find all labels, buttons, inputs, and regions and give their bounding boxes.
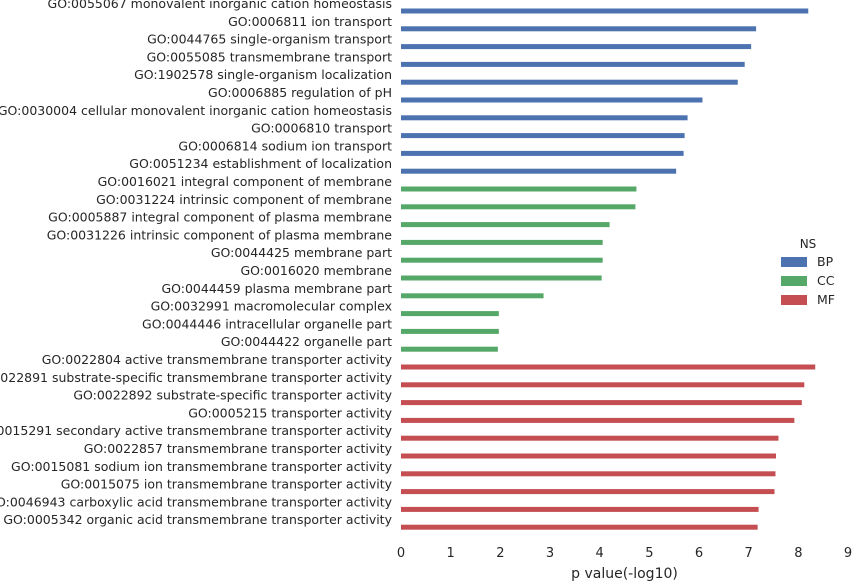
category-label-12: GO:0031224 intrinsic component of membra… xyxy=(96,192,392,207)
x-tick-label-6: 6 xyxy=(695,546,703,561)
x-axis-ticks: 0 1 2 3 4 5 6 7 8 9 xyxy=(397,546,852,561)
category-label-9: GO:0006814 sodium ion transport xyxy=(178,138,392,153)
bar-cc-11 xyxy=(401,186,637,192)
x-tick-label-9: 9 xyxy=(844,546,852,561)
legend-swatch-cc xyxy=(781,276,807,286)
x-tick-label-2: 2 xyxy=(496,546,504,561)
x-tick-label-1: 1 xyxy=(447,546,455,561)
category-label-27: GO:0015081 sodium ion transmembrane tran… xyxy=(11,459,393,474)
category-label-3: GO:0044765 single-organism transport xyxy=(147,32,392,47)
category-label-25: GO:0015291 secondary active transmembran… xyxy=(0,423,393,438)
bar-cc-17 xyxy=(401,293,544,299)
category-label-23: GO:0022892 substrate-specific transporte… xyxy=(73,388,392,403)
category-label-5: GO:1902578 single-organism localization xyxy=(134,67,392,82)
x-tick-label-7: 7 xyxy=(745,546,753,561)
category-label-19: GO:0044446 intracellular organelle part xyxy=(142,316,392,331)
bar-cc-18 xyxy=(401,311,499,317)
legend-swatch-bp xyxy=(781,257,807,267)
bars-layer xyxy=(401,8,816,530)
x-axis-title: p value(-log10) xyxy=(571,566,678,582)
x-tick-label-8: 8 xyxy=(794,546,802,561)
category-label-8: GO:0006810 transport xyxy=(251,121,392,136)
category-label-6: GO:0006885 regulation of pH xyxy=(208,85,392,100)
category-label-18: GO:0032991 macromolecular complex xyxy=(151,299,392,314)
legend-title: NS xyxy=(800,237,817,251)
category-label-28: GO:0015075 ion transmembrane transporter… xyxy=(61,477,393,492)
category-label-15: GO:0044425 membrane part xyxy=(211,245,392,260)
bar-cc-20 xyxy=(401,346,498,352)
bar-mf-30 xyxy=(401,524,758,530)
category-label-20: GO:0044422 organelle part xyxy=(221,334,392,349)
bar-bp-2 xyxy=(401,26,757,32)
bar-mf-25 xyxy=(401,435,779,441)
bar-mf-24 xyxy=(401,417,795,423)
bar-mf-26 xyxy=(401,453,776,459)
category-label-17: GO:0044459 plasma membrane part xyxy=(161,281,392,296)
bar-bp-10 xyxy=(401,168,677,174)
bar-bp-7 xyxy=(401,115,688,121)
bar-cc-14 xyxy=(401,239,603,245)
bar-mf-23 xyxy=(401,400,802,406)
category-label-10: GO:0051234 establishment of localization xyxy=(129,156,392,171)
category-label-22: GO:0022891 substrate-specific transmembr… xyxy=(0,370,393,385)
category-label-7: GO:0030004 cellular monovalent inorganic… xyxy=(0,103,392,118)
category-label-13: GO:0005887 integral component of plasma … xyxy=(48,210,392,225)
bar-mf-28 xyxy=(401,489,775,495)
category-label-2: GO:0006811 ion transport xyxy=(228,14,392,29)
x-tick-label-3: 3 xyxy=(546,546,554,561)
bar-bp-6 xyxy=(401,97,703,103)
category-label-1: GO:0055067 monovalent inorganic cation h… xyxy=(48,0,392,11)
bar-cc-12 xyxy=(401,204,636,210)
bar-mf-29 xyxy=(401,506,759,512)
category-label-16: GO:0016020 membrane xyxy=(240,263,392,278)
legend-swatch-mf xyxy=(781,295,807,305)
category-label-11: GO:0016021 integral component of membran… xyxy=(98,174,393,189)
category-labels: GO:0055067 monovalent inorganic cation h… xyxy=(0,0,393,527)
legend-label-mf: MF xyxy=(817,292,835,307)
bar-mf-21 xyxy=(401,364,816,370)
bar-cc-19 xyxy=(401,328,499,334)
bar-bp-3 xyxy=(401,44,752,50)
category-label-30: GO:0005342 organic acid transmembrane tr… xyxy=(3,512,392,527)
legend-label-bp: BP xyxy=(817,254,834,269)
bar-bp-9 xyxy=(401,150,684,156)
category-label-24: GO:0005215 transporter activity xyxy=(188,405,392,420)
x-tick-label-5: 5 xyxy=(645,546,653,561)
bar-cc-13 xyxy=(401,222,610,228)
category-label-14: GO:0031226 intrinsic component of plasma… xyxy=(47,227,393,242)
bar-cc-16 xyxy=(401,275,602,281)
category-label-29: GO:0046943 carboxylic acid transmembrane… xyxy=(0,494,393,509)
x-tick-label-4: 4 xyxy=(596,546,604,561)
bar-bp-8 xyxy=(401,133,685,139)
bar-mf-27 xyxy=(401,471,776,477)
category-label-4: GO:0055085 transmembrane transport xyxy=(147,49,393,64)
bar-cc-15 xyxy=(401,257,603,263)
bar-bp-5 xyxy=(401,79,738,85)
bar-mf-22 xyxy=(401,382,805,388)
x-tick-label-0: 0 xyxy=(397,546,405,561)
category-label-21: GO:0022804 active transmembrane transpor… xyxy=(42,352,393,367)
bar-bp-1 xyxy=(401,8,809,14)
legend: NS BP CC MF xyxy=(781,237,835,307)
bar-bp-4 xyxy=(401,61,745,67)
legend-label-cc: CC xyxy=(817,273,835,288)
category-label-26: GO:0022857 transmembrane transporter act… xyxy=(84,441,393,456)
